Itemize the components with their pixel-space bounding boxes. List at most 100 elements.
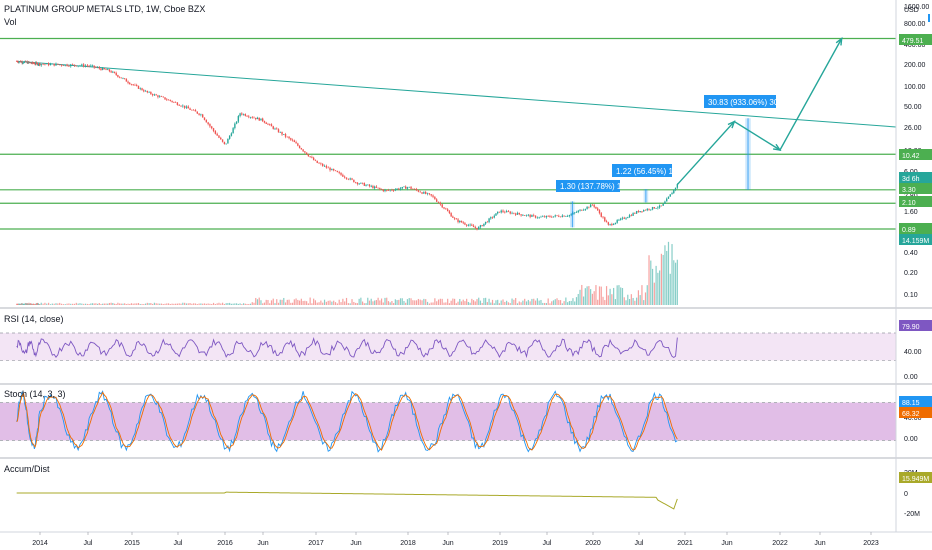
time-tick-label[interactable]: 2016 bbox=[217, 540, 233, 547]
candle-body bbox=[504, 211, 506, 213]
candle-body bbox=[46, 63, 48, 65]
time-tick-label[interactable]: Jul bbox=[174, 540, 183, 547]
price-tick-label[interactable]: 1600.00 bbox=[904, 4, 929, 11]
volume-tick-label[interactable]: 0.20 bbox=[904, 270, 918, 277]
candle-body bbox=[194, 110, 197, 112]
time-tick-label[interactable]: Jul bbox=[635, 540, 644, 547]
stoch-tick-label[interactable]: 40.00 bbox=[904, 415, 922, 422]
volume-bar bbox=[150, 303, 152, 305]
time-tick-label[interactable]: Jun bbox=[257, 540, 268, 547]
volume-bar bbox=[641, 285, 643, 305]
volume-bar bbox=[384, 297, 386, 305]
candle-body bbox=[118, 76, 121, 78]
candle-body bbox=[307, 154, 310, 157]
candle-body bbox=[272, 126, 274, 129]
volume-legend-label[interactable]: Vol bbox=[4, 17, 17, 27]
price-tick-label[interactable]: 1.60 bbox=[904, 209, 918, 216]
volume-bar bbox=[498, 303, 501, 305]
candle-body bbox=[151, 94, 154, 96]
volume-bar bbox=[396, 300, 398, 305]
candle-body bbox=[218, 135, 220, 138]
level-badge-10-bg bbox=[899, 149, 932, 160]
candle-body bbox=[334, 170, 337, 171]
candle-body bbox=[136, 85, 138, 86]
candle-body bbox=[605, 221, 608, 223]
candle-body bbox=[23, 61, 26, 63]
trend-line-segment[interactable] bbox=[16, 60, 897, 128]
time-tick-label[interactable]: 2022 bbox=[772, 540, 788, 547]
volume-bar bbox=[18, 303, 20, 305]
rsi-value-badge-bg bbox=[899, 320, 932, 331]
price-tick-label[interactable]: 26.00 bbox=[904, 125, 922, 132]
projection-polyline[interactable] bbox=[676, 38, 843, 186]
volume-bar bbox=[193, 303, 195, 305]
time-tick-label[interactable]: 2014 bbox=[32, 540, 48, 547]
time-tick-label[interactable]: 2017 bbox=[308, 540, 324, 547]
rsi-tick-label[interactable]: 40.00 bbox=[904, 349, 922, 356]
time-tick-label[interactable]: 2020 bbox=[585, 540, 601, 547]
price-tick-label[interactable]: 200.00 bbox=[904, 62, 926, 69]
volume-bar bbox=[198, 303, 200, 305]
time-axis-ticks[interactable]: 2014 Jul 2015 Jul 2016 Jun 2017 Jun 2018 Jun 2019 J… bbox=[32, 532, 879, 547]
time-tick-label[interactable]: 2023 bbox=[863, 540, 879, 547]
volume-bar bbox=[634, 300, 636, 305]
volume-bar bbox=[75, 302, 77, 305]
volume-bar bbox=[203, 303, 206, 305]
time-tick-label[interactable]: 2015 bbox=[124, 540, 140, 547]
time-tick-label[interactable]: 2018 bbox=[400, 540, 416, 547]
candle-body bbox=[160, 96, 163, 97]
time-tick-label[interactable]: 2021 bbox=[677, 540, 693, 547]
volume-bar bbox=[591, 293, 594, 305]
time-tick-label[interactable]: Jun bbox=[442, 540, 453, 547]
accum-dist-title[interactable]: Accum/Dist bbox=[4, 464, 50, 474]
rsi-title[interactable]: RSI (14, close) bbox=[4, 314, 64, 324]
projection-path[interactable] bbox=[676, 36, 843, 186]
volume-bar bbox=[118, 303, 121, 305]
candle-body bbox=[62, 65, 65, 67]
rsi-tick-label[interactable]: 0.00 bbox=[904, 374, 918, 381]
price-tick-label[interactable]: 100.00 bbox=[904, 84, 926, 91]
candle-body bbox=[77, 65, 79, 67]
candle-body bbox=[269, 124, 271, 125]
volume-bar bbox=[410, 298, 412, 305]
price-tick-label[interactable]: 50.00 bbox=[904, 104, 922, 111]
candle-body bbox=[426, 193, 429, 194]
time-tick-label[interactable]: Jun bbox=[721, 540, 732, 547]
volume-bar bbox=[173, 303, 175, 305]
candle-body bbox=[356, 182, 359, 185]
candle-body bbox=[491, 217, 494, 218]
time-tick-label[interactable]: 2019 bbox=[492, 540, 508, 547]
price-tick-label[interactable]: 800.00 bbox=[904, 21, 926, 28]
stoch-tick-label[interactable]: 0.00 bbox=[904, 436, 918, 443]
candle-body bbox=[538, 217, 540, 218]
volume-tick-label[interactable]: 0.10 bbox=[904, 292, 918, 299]
trend-line[interactable] bbox=[16, 60, 897, 128]
symbol-title[interactable]: PLATINUM GROUP METALS LTD, 1W, Cboe BZX bbox=[4, 4, 205, 14]
time-tick-label[interactable]: Jul bbox=[543, 540, 552, 547]
volume-bar bbox=[191, 303, 193, 305]
horizontal-levels[interactable] bbox=[0, 37, 896, 230]
candle-body bbox=[392, 190, 395, 191]
stoch-title[interactable]: Stoch (14, 3, 3) bbox=[4, 389, 66, 399]
candle-body bbox=[234, 123, 236, 129]
candle-body bbox=[211, 126, 213, 129]
price-tick-label[interactable]: 400.00 bbox=[904, 42, 926, 49]
volume-bar bbox=[205, 303, 207, 305]
candle-body bbox=[653, 207, 656, 209]
candle-body bbox=[323, 165, 326, 167]
volume-bar bbox=[263, 302, 266, 305]
volume-bar bbox=[618, 285, 620, 305]
accum-tick-label[interactable]: 0 bbox=[904, 491, 908, 498]
time-tick-label[interactable]: Jun bbox=[814, 540, 825, 547]
volume-tick-label[interactable]: 0.40 bbox=[904, 250, 918, 257]
time-tick-label[interactable]: Jun bbox=[350, 540, 361, 547]
volume-bar bbox=[93, 303, 95, 305]
volume-bar bbox=[26, 303, 28, 305]
accum-tick-label[interactable]: -20M bbox=[904, 511, 920, 518]
candle-body bbox=[25, 61, 27, 63]
time-tick-label[interactable]: Jul bbox=[84, 540, 93, 547]
volume-bar bbox=[653, 282, 655, 305]
candle-body bbox=[207, 122, 209, 125]
candle-body bbox=[24, 61, 26, 62]
